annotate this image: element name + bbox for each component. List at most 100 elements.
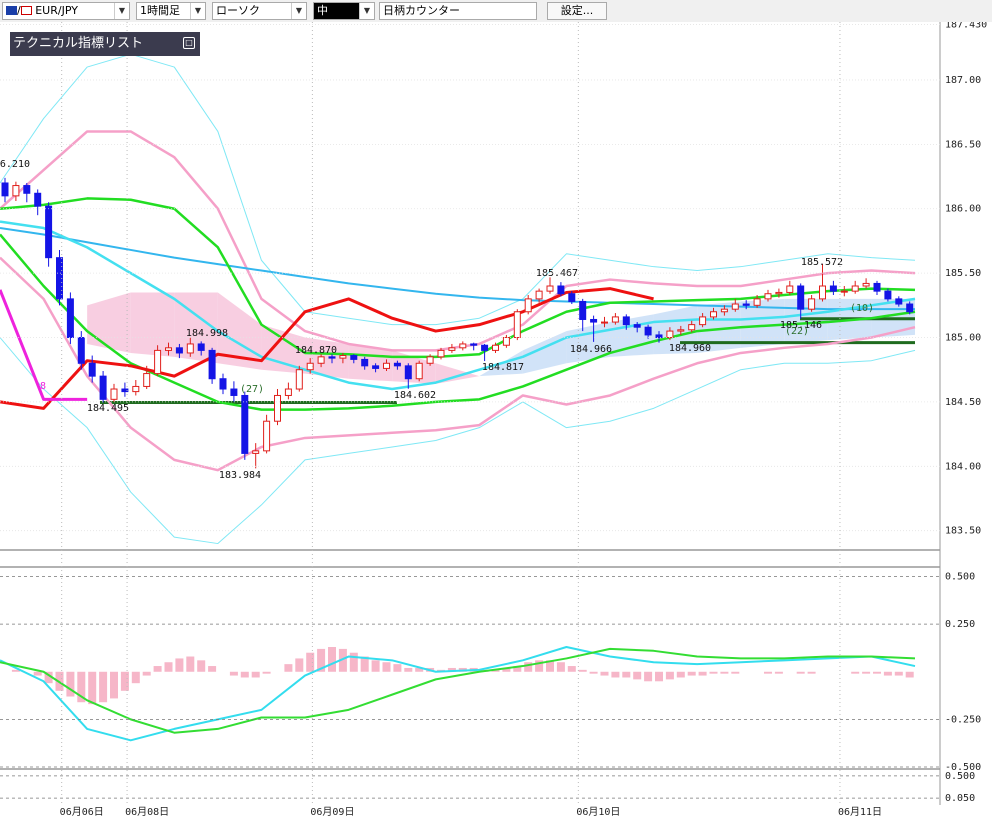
settings-button[interactable]: 設定... <box>547 2 607 20</box>
y-tick-label: 186.00 <box>945 204 981 215</box>
candle-body <box>502 337 510 346</box>
y-tick-label: 0.050 <box>945 793 975 804</box>
chart-type-select[interactable]: ローソク ▼ <box>212 2 307 20</box>
histogram-bar <box>360 656 369 672</box>
y-tick-label: -0.500 <box>945 762 981 773</box>
histogram-bar <box>633 671 642 680</box>
candle-body <box>775 291 783 295</box>
candle-body <box>426 356 434 364</box>
y-tick-label: 184.50 <box>945 397 981 408</box>
x-tick-label: 06月10日 <box>576 806 620 818</box>
y-tick-label: 186.50 <box>945 139 981 150</box>
histogram-bar <box>262 671 271 674</box>
histogram-bar <box>66 671 75 697</box>
histogram-bar <box>883 671 892 676</box>
indicator-line <box>0 197 916 359</box>
indicator-line <box>0 256 916 472</box>
indicator-line <box>0 53 916 326</box>
cloud <box>522 331 567 374</box>
cloud <box>392 350 436 384</box>
histogram-bar <box>371 660 380 672</box>
price-annotation: 185.146 <box>780 320 822 331</box>
macd-panel <box>0 646 916 742</box>
candle-body <box>230 388 238 396</box>
histogram-bar <box>905 671 914 678</box>
candle-body <box>622 316 630 326</box>
symbol-select[interactable]: / EUR/JPY ▼ <box>2 2 130 20</box>
price-annotation: 184.870 <box>295 345 337 356</box>
candle-body <box>481 344 489 351</box>
candle-body <box>350 355 358 360</box>
histogram-bar <box>208 666 217 672</box>
candle-body <box>764 293 772 300</box>
cloud <box>740 298 785 348</box>
size: 中 <box>317 4 328 17</box>
histogram-bar <box>524 662 533 672</box>
cloud <box>784 298 828 344</box>
candle-body <box>546 285 554 292</box>
y-tick-label: 185.00 <box>945 333 981 344</box>
candle-body <box>666 330 674 339</box>
settings: 設定... <box>560 4 594 17</box>
indicator-list[interactable]: テクニカル指標リスト □ <box>10 32 200 56</box>
histogram-bar <box>240 671 249 678</box>
histogram-bar <box>175 658 184 672</box>
candle-body <box>12 185 20 197</box>
axes: 183.50 184.00 184.50 185.00 185.50 186.00 186.… <box>0 20 987 818</box>
price-annotation: (10) <box>850 303 874 314</box>
candle-body <box>1 182 9 197</box>
candle-body <box>579 300 587 320</box>
indicator-line <box>0 646 916 742</box>
candle-body <box>415 362 423 380</box>
candle-body <box>208 349 216 380</box>
candle-body <box>611 316 619 323</box>
histogram-bar <box>295 658 304 672</box>
candle-body <box>284 388 292 396</box>
histogram-bar <box>164 662 173 672</box>
histogram-bar <box>382 662 391 672</box>
indicator-line <box>0 647 916 734</box>
candle-body <box>372 365 380 369</box>
size-select[interactable]: 中 ▼ <box>313 2 375 20</box>
symbol: EUR/JPY <box>35 4 78 17</box>
timeframe-select[interactable]: 1時間足 ▼ <box>136 2 206 20</box>
candle-body <box>895 298 903 305</box>
histogram-bar <box>611 671 620 678</box>
counter-field[interactable]: 日柄カウンター <box>379 2 537 20</box>
histogram-bar <box>720 671 729 674</box>
candle-body <box>77 337 85 364</box>
candle-body <box>742 303 750 306</box>
price-panel: 186.210 184.998 184.495 183.984 184.870 184.6… <box>0 53 916 545</box>
histogram-bar <box>153 666 162 672</box>
indicator-list-title: テクニカル指標リスト <box>13 36 144 51</box>
histogram-bar <box>851 671 860 674</box>
counter: 日柄カウンター <box>383 4 460 17</box>
y-tick-label: 185.50 <box>945 268 981 279</box>
histogram-bar <box>862 671 871 674</box>
histogram-bar <box>687 671 696 676</box>
histogram-bar <box>110 671 118 699</box>
candle-body <box>448 347 456 351</box>
candle-body <box>186 343 194 354</box>
price-annotation: 184.602 <box>394 390 436 401</box>
candle-body <box>306 362 314 371</box>
candle-body <box>808 298 816 310</box>
cloud <box>348 343 393 382</box>
candle-body <box>263 420 271 452</box>
candle-body <box>492 344 499 351</box>
histogram-bar <box>99 671 108 703</box>
candle-body <box>535 290 543 300</box>
candle-body <box>66 298 74 339</box>
histogram-bar <box>546 660 554 672</box>
candle-body <box>34 192 42 207</box>
histogram-bar <box>622 671 631 678</box>
histogram-bar <box>338 648 347 672</box>
y-tick-label: 183.50 <box>945 526 981 537</box>
candle-body <box>862 282 870 287</box>
y-tick-label: 0.250 <box>945 619 975 630</box>
histogram-bar <box>120 671 129 691</box>
candle-body <box>459 343 467 349</box>
candle-body <box>753 298 761 306</box>
price-annotation: 184.960 <box>669 343 711 354</box>
histogram-bar <box>317 648 326 672</box>
